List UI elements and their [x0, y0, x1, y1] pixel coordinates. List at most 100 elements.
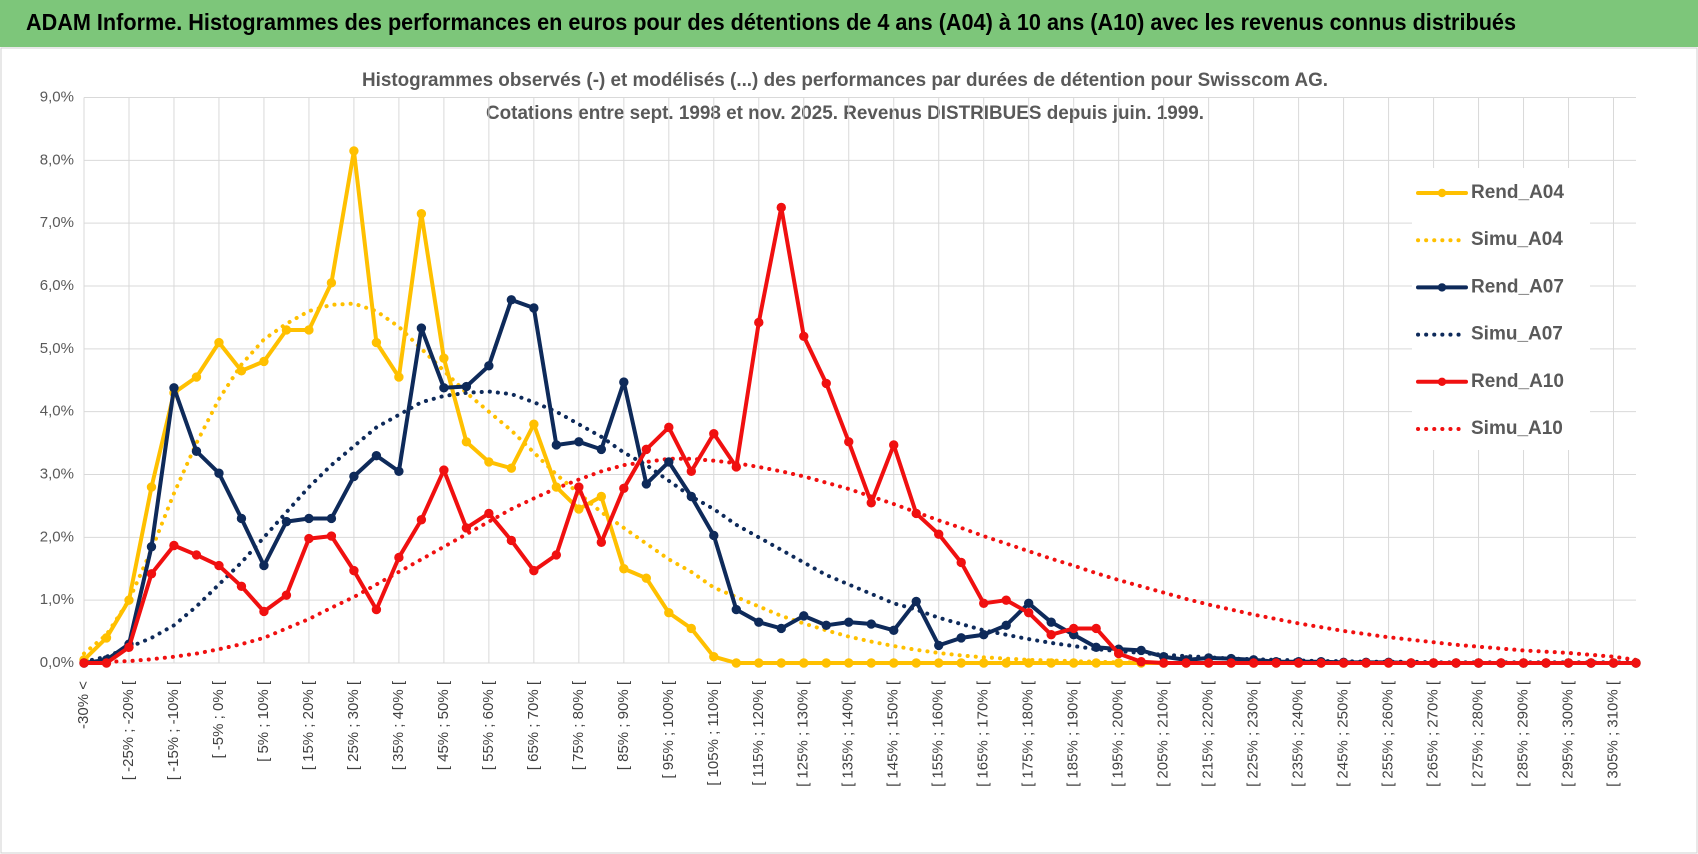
data-point [1023, 608, 1034, 618]
data-point [484, 361, 494, 371]
data-point [349, 146, 359, 156]
series-line [82, 456, 1638, 665]
data-point [506, 535, 517, 546]
x-tick-label: [ -25% ; -20% [ [120, 680, 137, 780]
data-point [664, 422, 674, 433]
data-point [394, 372, 404, 382]
data-point [979, 598, 989, 609]
data-point [529, 419, 539, 429]
x-tick-label: [ 195% ; 200% [ [1110, 680, 1127, 787]
data-point [1541, 658, 1551, 668]
data-point [844, 437, 854, 447]
data-point [709, 530, 719, 541]
data-point [731, 604, 741, 615]
data-point [349, 471, 359, 482]
data-point [1383, 658, 1394, 668]
data-point [281, 590, 292, 600]
data-point [619, 483, 629, 494]
data-point [304, 513, 314, 524]
x-tick-label: [ 95% ; 100% [ [660, 680, 677, 778]
data-point [304, 533, 314, 544]
data-point [416, 323, 427, 333]
data-point [146, 542, 157, 552]
data-point [326, 278, 337, 288]
x-tick-label: [ 25% ; 30% [ [345, 680, 362, 770]
data-point [101, 633, 112, 643]
data-point [506, 463, 517, 473]
data-point [191, 446, 202, 456]
y-tick-label: 5,0% [40, 340, 74, 357]
header-bar [0, 0, 1698, 47]
data-point [1451, 658, 1461, 668]
data-point [709, 652, 719, 662]
x-tick-label: [ 155% ; 160% [ [930, 680, 947, 787]
data-point [124, 595, 134, 605]
data-point [979, 658, 989, 668]
data-point [1023, 598, 1034, 609]
data-point [326, 513, 337, 524]
data-point [236, 366, 247, 376]
data-point [1001, 595, 1011, 605]
data-point [1158, 658, 1169, 668]
data-point [1046, 630, 1056, 640]
x-tick-label: -30% < [75, 681, 92, 729]
data-point [731, 658, 741, 668]
data-point [866, 498, 876, 508]
data-point [596, 537, 607, 548]
data-point [461, 523, 472, 533]
data-point [1091, 658, 1101, 668]
x-tick-label: [ 75% ; 80% [ [570, 680, 587, 770]
data-point [1113, 658, 1124, 668]
legend-marker [1437, 377, 1447, 386]
data-point [259, 356, 269, 367]
data-point [754, 317, 764, 328]
x-tick-label: [ 215% ; 220% [ [1200, 680, 1217, 787]
x-tick-label: [ 5% ; 10% [ [255, 680, 272, 762]
x-tick-label: [ 275% ; 280% [ [1470, 680, 1487, 787]
data-point [889, 658, 899, 668]
data-point [191, 372, 202, 382]
data-point [1248, 658, 1259, 668]
data-point [236, 513, 247, 524]
data-point [146, 569, 157, 579]
legend-marker [1437, 188, 1447, 198]
data-point [956, 633, 966, 643]
x-tick-label: [ 175% ; 180% [ [1020, 680, 1037, 787]
chart-frame [0, 47, 1698, 854]
x-tick-label: [ 185% ; 190% [ [1065, 680, 1082, 787]
data-point [574, 504, 584, 514]
data-point [956, 658, 966, 668]
data-point [1406, 658, 1416, 668]
data-point [821, 658, 831, 668]
data-point [619, 377, 629, 387]
data-point [934, 529, 944, 539]
legend-box [1412, 168, 1590, 450]
data-point [619, 564, 629, 574]
data-point [776, 623, 786, 634]
series-line [82, 301, 1638, 665]
data-point [844, 617, 854, 627]
data-point [1068, 658, 1079, 668]
x-tick-label: [ 285% ; 290% [ [1515, 680, 1532, 787]
data-point [1181, 658, 1191, 668]
data-point [799, 331, 809, 341]
x-tick-label: [ 165% ; 170% [ [975, 680, 992, 787]
x-tick-label: [ 245% ; 250% [ [1335, 680, 1352, 787]
data-point [866, 619, 876, 629]
x-tick-label: [ 55% ; 60% [ [480, 680, 497, 770]
data-point [79, 658, 89, 668]
y-tick-label: 8,0% [40, 151, 74, 168]
data-point [686, 491, 697, 502]
data-point [124, 642, 134, 652]
data-point [146, 482, 157, 492]
data-point [1113, 648, 1124, 659]
data-point [979, 630, 989, 640]
data-point [641, 573, 652, 583]
data-point [866, 658, 876, 668]
legend-marker [1437, 283, 1447, 292]
x-tick-label: [ 135% ; 140% [ [840, 680, 857, 787]
x-tick-label: [ 65% ; 70% [ [525, 680, 542, 770]
x-tick-label: [ 145% ; 150% [ [885, 680, 902, 787]
data-point [1608, 658, 1619, 668]
